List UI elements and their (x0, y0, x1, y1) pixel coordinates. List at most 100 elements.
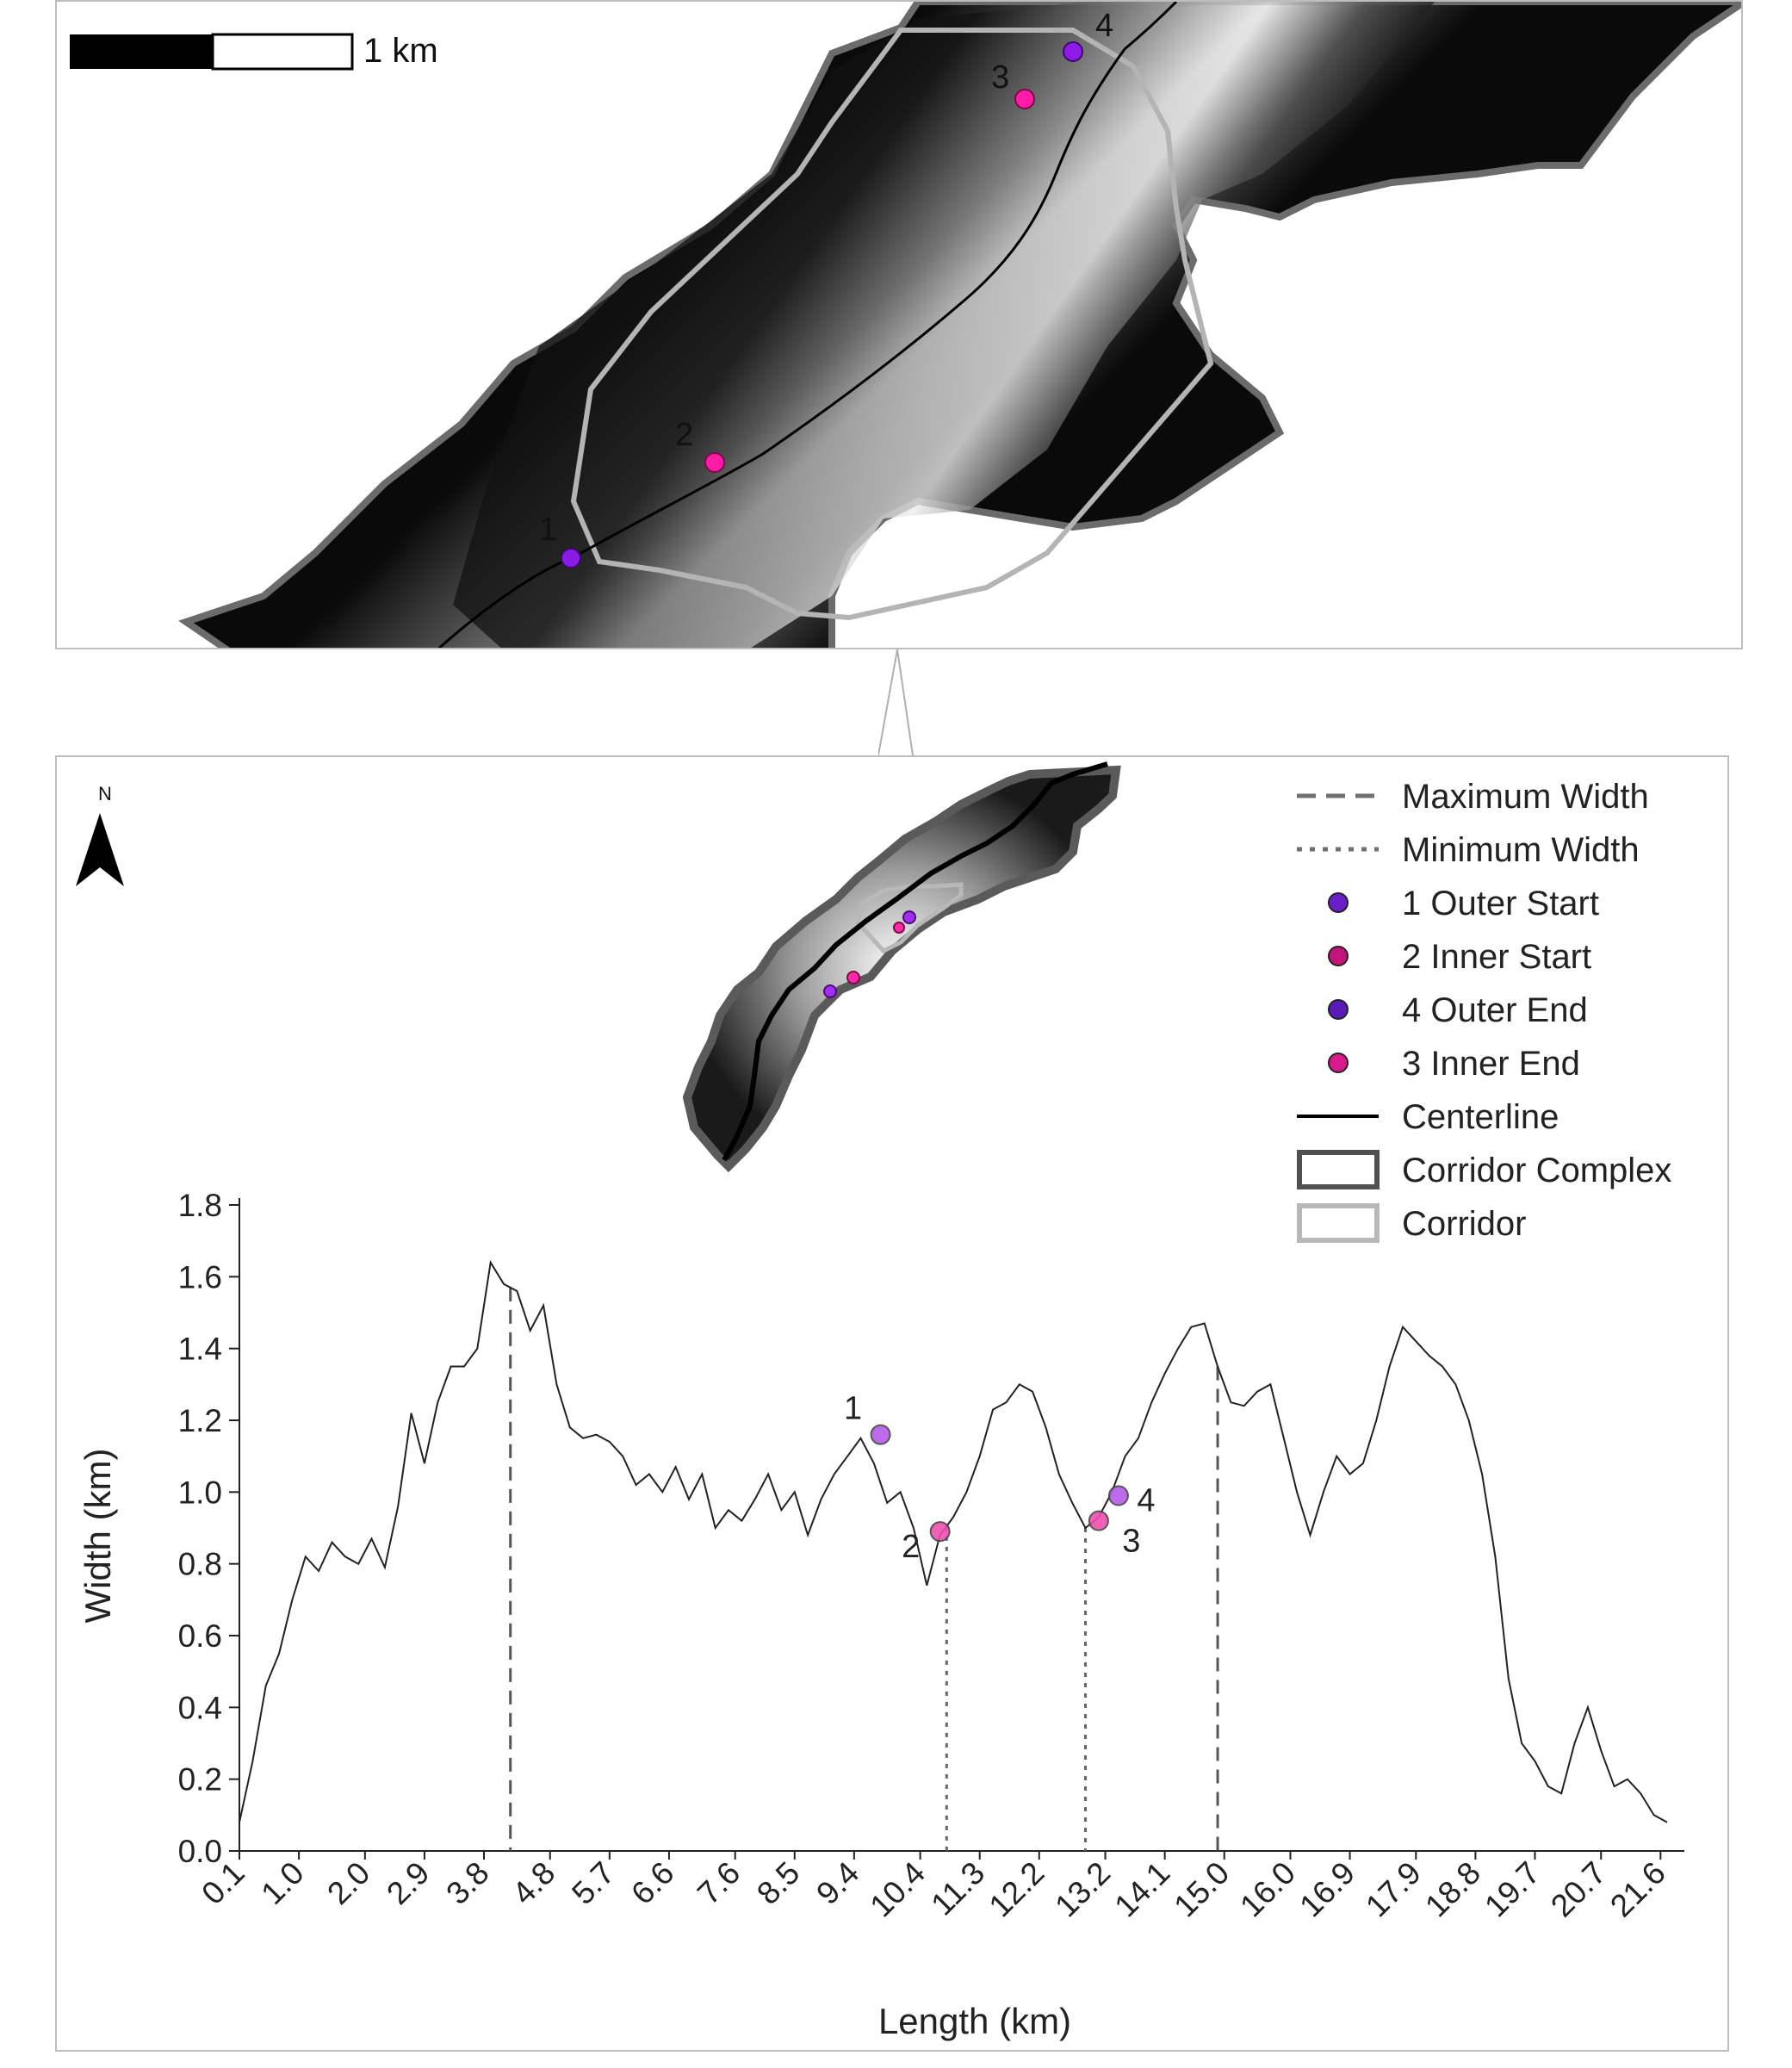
marker-point-3 (1088, 1510, 1109, 1531)
x-tick-label: 4.8 (505, 1855, 561, 1911)
legend-item: Minimum Width (1297, 831, 1640, 869)
scale-bar-label: 1 km (363, 32, 438, 70)
legend-symbol-point (1328, 946, 1349, 966)
y-tick-label: 1.4 (178, 1332, 222, 1367)
north-arrow: N (76, 783, 124, 886)
width-reference-lines (509, 1287, 1219, 1851)
x-tick-label: 9.4 (809, 1855, 865, 1911)
y-tick-label: 0.2 (178, 1762, 222, 1798)
legend-label: 3 Inner End (1402, 1045, 1580, 1083)
legend-label: 2 Inner Start (1402, 938, 1591, 976)
north-arrow-label: N (98, 783, 112, 804)
marker-label-1: 1 (844, 1391, 862, 1427)
legend-label: Corridor Complex (1402, 1152, 1671, 1189)
point-4-label: 4 (1095, 8, 1113, 44)
x-tick-label: 18.8 (1418, 1855, 1487, 1924)
zoomed-map-canvas: 1 2 3 4 1 km (70, 2, 1741, 648)
centerline-markers: 1 2 3 4 (844, 1391, 1155, 1566)
y-tick-label: 0.0 (178, 1834, 222, 1869)
legend-symbol-box (1297, 1150, 1380, 1189)
x-tick-label: 2.0 (320, 1855, 376, 1911)
x-tick-label: 14.1 (1107, 1855, 1176, 1924)
legend-item: Maximum Width (1297, 778, 1649, 816)
point-4-outer-end: 4 (1063, 8, 1113, 62)
marker-point-4 (1107, 1485, 1129, 1506)
scale-bar-white-segment (211, 33, 354, 71)
legend: Maximum Width Minimum Width 1 Outer Start 2… (1297, 778, 1671, 1243)
scale-bar: 1 km (70, 32, 438, 71)
scale-bar-black-segment (70, 34, 213, 69)
x-tick-label: 7.6 (691, 1855, 747, 1911)
legend-symbol-box (1297, 1203, 1380, 1243)
x-tick-label: 2.9 (380, 1855, 436, 1911)
legend-label: Centerline (1402, 1098, 1559, 1136)
legend-label: Minimum Width (1402, 831, 1640, 869)
x-tick-label: 20.7 (1544, 1855, 1613, 1924)
x-tick-label: 15.0 (1167, 1855, 1236, 1924)
x-tick-label: 6.6 (624, 1855, 680, 1911)
x-tick-label: 16.9 (1293, 1855, 1361, 1924)
marker-label-4: 4 (1137, 1483, 1155, 1519)
marker-point-1 (870, 1424, 891, 1445)
zoom-connector (878, 649, 914, 756)
y-tick-label: 1.2 (178, 1403, 222, 1438)
y-axis-title: Width (km) (78, 1449, 118, 1624)
legend-symbol-point (1328, 999, 1349, 1020)
x-tick-label: 10.4 (863, 1855, 932, 1924)
legend-item: 4 Outer End (1328, 991, 1588, 1029)
point-2-inner-start: 2 (675, 417, 725, 473)
legend-item: Centerline (1297, 1098, 1559, 1136)
overview-point-4 (902, 910, 916, 924)
marker-point-2 (929, 1521, 951, 1543)
north-arrow-icon (76, 813, 124, 886)
width-series-line (239, 1259, 1668, 1823)
legend-item: 3 Inner End (1328, 1045, 1580, 1083)
corridor-complex-raster (178, 2, 1741, 648)
y-axis-ticks: 0.0 0.2 0.4 0.6 0.8 1.0 1.2 1.4 1.6 1.8 (178, 1188, 239, 1869)
corridor-ridge-highlight (453, 2, 1435, 648)
y-tick-label: 1.6 (178, 1259, 222, 1295)
corridor-outline (570, 28, 1214, 621)
marker-label-2: 2 (902, 1529, 920, 1565)
point-3-label: 3 (991, 59, 1009, 96)
legend-item: 2 Inner Start (1328, 938, 1591, 976)
legend-symbol-point (1328, 1053, 1349, 1073)
legend-item: Corridor (1297, 1203, 1526, 1243)
x-tick-label: 16.0 (1233, 1855, 1302, 1924)
overview-point-1 (823, 984, 837, 998)
overview-centerline (722, 761, 1108, 1162)
marker-label-3: 3 (1122, 1524, 1140, 1560)
x-tick-label: 19.7 (1478, 1855, 1547, 1924)
width-profile-panel: N Maximum Width Minimum Width 1 Outer Star… (55, 755, 1729, 2052)
x-tick-label: 21.6 (1603, 1855, 1672, 1924)
y-tick-label: 1.0 (178, 1475, 222, 1510)
chart-plot: 0.0 0.2 0.4 0.6 0.8 1.0 1.2 1.4 1.6 1.8 0.1 1.0 2.0… (78, 1188, 1684, 2041)
legend-item: 1 Outer Start (1328, 885, 1599, 922)
x-tick-label: 5.7 (565, 1855, 621, 1911)
overview-corridor-map (682, 761, 1121, 1173)
x-tick-label: 17.9 (1359, 1855, 1428, 1924)
overview-point-3 (893, 922, 905, 934)
y-tick-label: 0.8 (178, 1547, 222, 1582)
point-1-label: 1 (539, 512, 557, 548)
legend-label: 4 Outer End (1402, 991, 1588, 1029)
legend-item: Corridor Complex (1297, 1150, 1671, 1189)
x-axis-title: Length (km) (878, 2001, 1071, 2041)
x-tick-label: 12.2 (983, 1855, 1051, 1924)
point-1-outer-start: 1 (539, 512, 581, 568)
point-2-label: 2 (675, 417, 693, 453)
x-axis-ticks: 0.1 1.0 2.0 2.9 3.8 4.8 5.7 6.6 7.6 8.5 9.410.411.… (195, 1851, 1672, 1924)
y-tick-label: 0.4 (178, 1690, 222, 1725)
point-3-inner-end: 3 (991, 59, 1035, 109)
x-tick-label: 8.5 (750, 1855, 806, 1911)
x-tick-label: 1.0 (254, 1855, 310, 1911)
overview-point-2 (846, 971, 860, 984)
x-tick-label: 11.3 (924, 1855, 991, 1922)
x-tick-label: 3.8 (439, 1855, 495, 1911)
width-profile-canvas: N Maximum Width Minimum Width 1 Outer Star… (76, 761, 1684, 2041)
legend-label: Corridor (1402, 1205, 1526, 1243)
legend-symbol-point (1328, 892, 1349, 913)
x-tick-label: 13.2 (1048, 1855, 1117, 1924)
legend-label: 1 Outer Start (1402, 885, 1599, 922)
zoomed-corridor-map: 1 2 3 4 1 km (55, 0, 1743, 649)
